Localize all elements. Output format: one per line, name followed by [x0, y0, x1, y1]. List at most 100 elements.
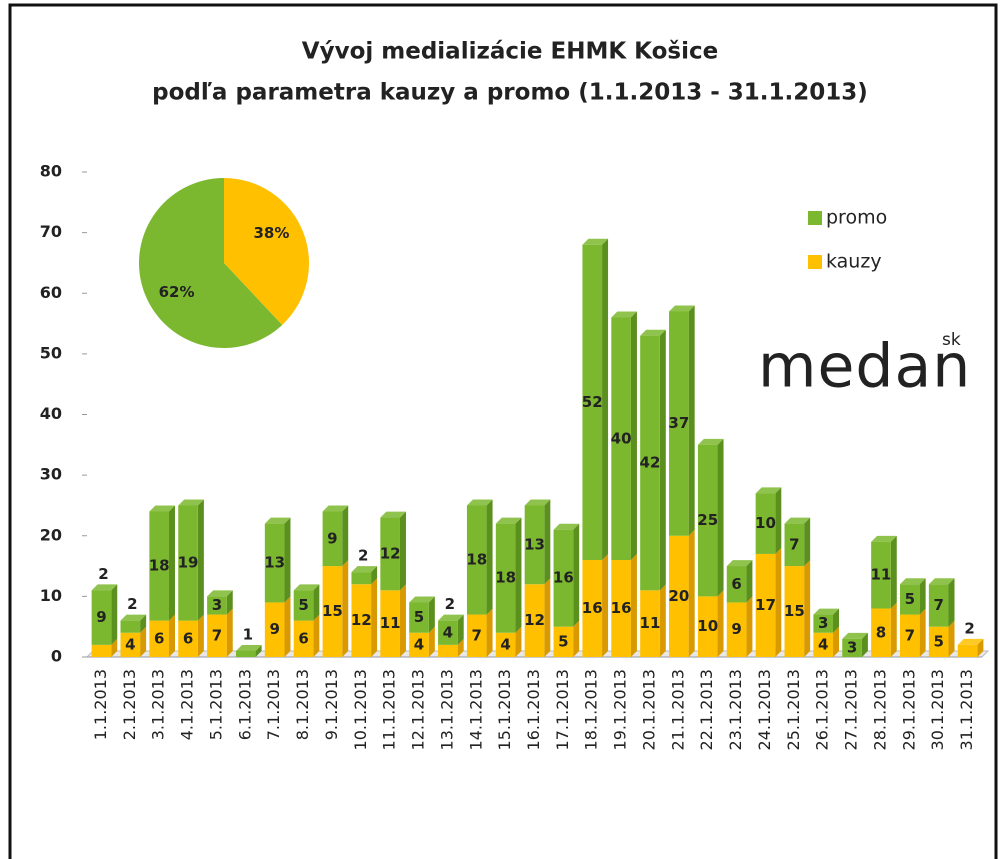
data-label: 2	[127, 595, 137, 613]
data-label: 25	[697, 511, 718, 529]
y-tick-label: 70	[40, 222, 62, 241]
data-label: 6	[731, 575, 741, 593]
data-label: 4	[500, 635, 510, 653]
bar-side	[428, 626, 435, 657]
bar-top	[553, 523, 580, 530]
bar-side	[140, 626, 147, 657]
bar-segment	[466, 614, 487, 657]
y-tick-label: 10	[40, 586, 62, 605]
data-label: 5	[905, 590, 915, 608]
bar-segment	[900, 614, 920, 657]
bar-segment	[813, 632, 834, 657]
x-tick-label: 2.1.2013	[120, 669, 139, 740]
data-label: 13	[524, 535, 545, 553]
bar-segment	[784, 566, 805, 657]
bar-segment	[466, 505, 487, 615]
bar-top	[900, 578, 926, 585]
bar-top	[611, 311, 637, 318]
bar-segment	[900, 584, 920, 615]
bar-side	[111, 584, 118, 645]
x-tick-label: 27.1.2013	[842, 669, 861, 750]
y-tick-label: 30	[40, 465, 62, 484]
x-tick-label: 9.1.2013	[322, 669, 341, 740]
bar-segment	[149, 511, 169, 621]
bar-side	[775, 547, 782, 657]
data-label: 16	[611, 599, 632, 617]
bar-side	[197, 499, 204, 621]
bar-segment	[207, 614, 227, 657]
bar-segment	[611, 317, 631, 560]
chart-subtitle: podľa parametra kauzy a promo (1.1.2013 …	[152, 80, 868, 106]
data-label: 2	[358, 547, 368, 565]
y-tick-label: 60	[40, 283, 62, 302]
bar-side	[168, 505, 175, 621]
bar-side	[371, 566, 378, 585]
bar-top	[438, 614, 464, 621]
bar-segment	[264, 523, 285, 603]
bar-segment	[582, 560, 603, 657]
bar-segment	[120, 620, 141, 633]
data-label: 2	[98, 565, 108, 583]
bar-side	[544, 499, 551, 585]
bar-segment	[697, 596, 718, 657]
bar-segment	[928, 626, 949, 657]
bar-top	[409, 596, 435, 603]
pie-label: 38%	[253, 224, 289, 242]
bar-segment	[149, 620, 169, 657]
bar-segment	[91, 590, 112, 645]
data-label: 9	[96, 608, 106, 626]
bar-side	[197, 614, 204, 657]
data-label: 3	[818, 614, 828, 632]
bar-side	[977, 638, 984, 657]
bar-side	[717, 438, 724, 597]
x-tick-label: 16.1.2013	[524, 669, 543, 750]
x-tick-label: 1.1.2013	[91, 669, 110, 740]
bar-side	[544, 578, 551, 657]
bar-top	[697, 438, 724, 445]
bar-side	[342, 560, 349, 657]
bar-side	[399, 511, 406, 591]
data-label: 4	[818, 635, 828, 653]
bar-segment	[264, 602, 285, 657]
bar-top	[380, 511, 406, 518]
data-label: 1	[243, 625, 253, 643]
x-tick-label: 18.1.2013	[582, 669, 601, 750]
legend-label: kauzy	[826, 251, 882, 273]
data-label: 9	[327, 529, 337, 547]
x-tick-label: 17.1.2013	[553, 669, 572, 750]
bar-segment	[871, 608, 891, 657]
bar-segment	[842, 638, 862, 657]
bar-side	[804, 560, 811, 657]
y-tick-label: 0	[51, 647, 62, 666]
x-tick-label: 8.1.2013	[293, 669, 312, 740]
x-tick-label: 11.1.2013	[380, 669, 399, 750]
bar-segment	[957, 644, 978, 657]
bar-segment	[669, 311, 689, 536]
bar-side	[255, 644, 262, 657]
data-label: 7	[472, 626, 482, 644]
data-label: 9	[731, 620, 741, 638]
pie-label: 62%	[159, 283, 195, 301]
bar-segment	[697, 444, 718, 597]
bar-segment	[640, 590, 660, 657]
chart-title: Vývoj medializácie EHMK Košice	[302, 39, 718, 65]
data-label: 2	[964, 619, 974, 637]
bar-segment	[784, 523, 805, 567]
bar-side	[688, 529, 695, 657]
bar-side	[486, 499, 493, 615]
data-label: 5	[298, 596, 308, 614]
data-label: 6	[298, 629, 308, 647]
bar-segment	[351, 584, 372, 657]
bar-segment	[495, 523, 516, 633]
bar-side	[688, 305, 695, 536]
data-label: 4	[125, 635, 135, 653]
legend-swatch	[808, 211, 822, 225]
bar-segment	[524, 505, 545, 585]
data-label: 18	[466, 551, 487, 569]
pie-slice	[139, 178, 283, 349]
bar-side	[486, 608, 493, 657]
bar-top	[582, 238, 609, 245]
bar-segment	[91, 644, 112, 657]
bar-side	[919, 578, 926, 615]
